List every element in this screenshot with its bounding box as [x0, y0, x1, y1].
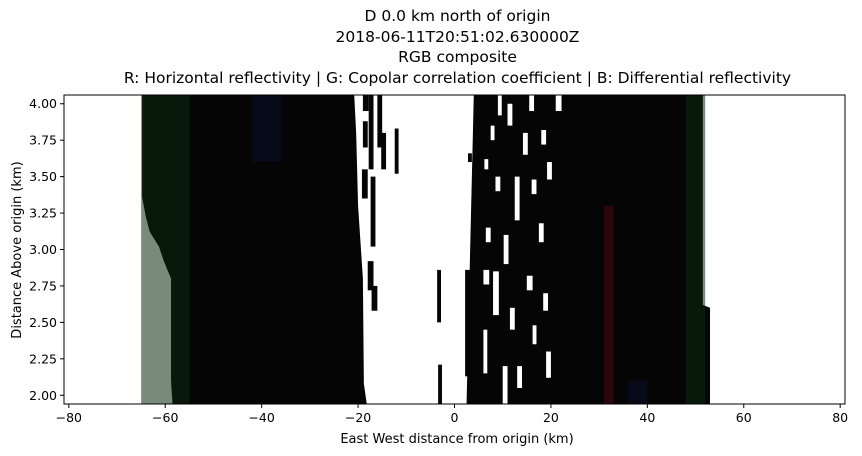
tint-1	[141, 95, 190, 404]
echo-bar-6	[367, 261, 374, 291]
chart-title: D 0.0 km north of origin 2018-06-11T20:5…	[0, 6, 862, 88]
echo-bar-1	[362, 95, 369, 112]
no-data-slit-6	[493, 271, 499, 316]
x-tick-label: 0	[451, 410, 459, 425]
echo-bar-9	[381, 132, 387, 170]
no-data-slit-16	[526, 275, 533, 291]
x-tick-label: −20	[345, 410, 371, 425]
no-data-slit-11	[507, 103, 513, 126]
no-data-slit-5	[490, 125, 495, 141]
y-tick-label: 4.00	[29, 96, 57, 111]
x-tick-label: −40	[248, 410, 274, 425]
title-line-2: 2018-06-11T20:51:02.630000Z	[335, 27, 580, 46]
x-tick-label: −80	[56, 410, 82, 425]
no-data-slit-2	[483, 269, 490, 285]
x-tick-label: −60	[152, 410, 178, 425]
x-tick-label: 60	[736, 410, 752, 425]
x-tick-label: 80	[832, 410, 848, 425]
no-data-slit-7	[495, 176, 501, 192]
title-line-4: R: Horizontal reflectivity | G: Copolar …	[123, 68, 792, 87]
echo-bar-4	[368, 95, 374, 170]
tint-2	[685, 95, 706, 404]
no-data-slit-19	[532, 325, 537, 345]
echo-bar-14	[467, 153, 472, 163]
y-axis-label: Distance Above origin (km)	[10, 161, 25, 338]
heatmap-layer	[141, 95, 711, 404]
echo-bar-11	[437, 269, 442, 323]
x-tick-label: 40	[639, 410, 655, 425]
no-data-slit-14	[517, 366, 522, 388]
no-data-slit-18	[531, 179, 537, 195]
echo-bar-8	[377, 95, 383, 148]
no-data-slit-21	[541, 129, 547, 145]
no-data-slit-3	[485, 227, 491, 243]
eastern-echo-region	[466, 95, 711, 404]
no-data-slit-20	[538, 223, 544, 243]
y-tick-label: 2.00	[29, 388, 57, 403]
no-data-slit-12	[509, 307, 515, 330]
western-echo-region	[142, 95, 367, 404]
no-data-slit-10	[503, 234, 509, 265]
no-data-slit-23	[546, 351, 551, 378]
x-axis-label: East West distance from origin (km)	[340, 432, 573, 447]
y-tick-label: 2.75	[29, 278, 57, 293]
title-line-1: D 0.0 km north of origin	[364, 7, 551, 25]
tint-3	[252, 95, 281, 163]
no-data-slit-1	[483, 329, 488, 374]
no-data-slit-9	[502, 366, 508, 404]
echo-bar-13	[465, 269, 470, 377]
no-data-slit-25	[555, 95, 562, 112]
axes: −80 −60 −40 −20 0 20 40 60 80 2.00 2.25 2.50 2.75 3.0…	[29, 96, 848, 425]
no-data-slit-8	[497, 95, 502, 116]
no-data-slit-24	[547, 162, 552, 180]
tint-5	[628, 380, 648, 404]
title-line-3: RGB composite	[398, 48, 517, 66]
y-tick-label: 3.50	[29, 169, 57, 184]
y-tick-label: 2.50	[29, 315, 57, 330]
no-data-slit-15	[522, 132, 528, 155]
echo-bar-7	[371, 285, 378, 311]
no-data-slit-22	[543, 293, 549, 311]
y-tick-label: 3.25	[29, 206, 57, 221]
echo-bar-12	[438, 364, 442, 404]
y-tick-label: 2.25	[29, 351, 57, 366]
no-data-slit-4	[484, 159, 489, 170]
echo-bar-5	[370, 176, 376, 247]
x-tick-label: 20	[543, 410, 559, 425]
y-tick-label: 3.00	[29, 242, 57, 257]
y-tick-label: 3.75	[29, 133, 57, 148]
echo-bar-10	[394, 128, 399, 174]
no-data-slit-17	[529, 95, 535, 112]
no-data-slit-13	[514, 176, 520, 221]
echo-bar-2	[362, 121, 368, 148]
echo-bar-3	[361, 169, 368, 199]
tint-4	[603, 205, 614, 404]
